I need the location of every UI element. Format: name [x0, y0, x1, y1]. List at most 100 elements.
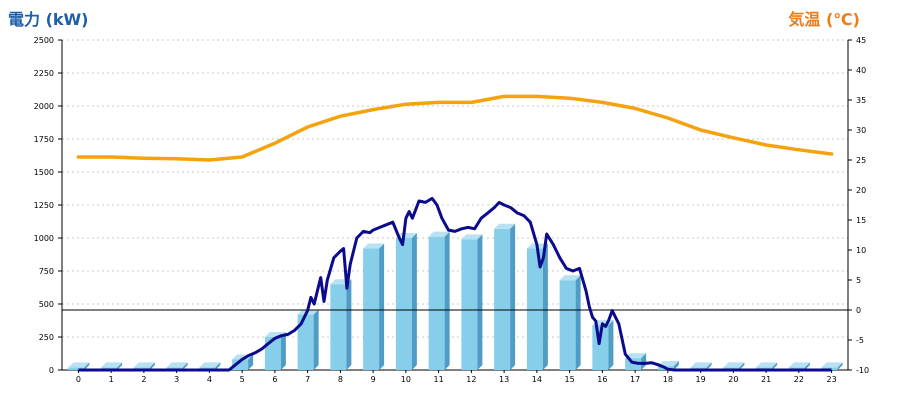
x-axis-tick-label: 10 [401, 375, 411, 384]
right-axis-tick-label: 30 [856, 126, 866, 135]
bar-top [395, 233, 417, 238]
left-axis-tick-label: 2000 [34, 102, 54, 111]
right-axis-tick-label: 0 [856, 306, 861, 315]
right-axis-tick-label: -5 [856, 336, 864, 345]
bar [526, 248, 543, 370]
left-axis-tick-label: 1500 [34, 168, 54, 177]
bar-side [804, 362, 810, 370]
temperature-line [76, 94, 834, 162]
x-axis-tick-label: 7 [305, 375, 310, 384]
right-axis-title: 気温 (℃) [788, 10, 860, 29]
x-axis-tick-label: 13 [499, 375, 509, 384]
bar [68, 367, 85, 370]
x-axis-tick-label: 5 [240, 375, 245, 384]
x-axis-tick-label: 23 [827, 375, 837, 384]
bar-top [133, 362, 155, 368]
bar-side [149, 362, 155, 370]
x-axis-tick-label: 16 [597, 375, 607, 384]
x-axis-tick-label: 20 [728, 375, 738, 384]
right-axis-tick-label: 25 [856, 156, 866, 165]
x-axis-tick-label: 12 [466, 375, 476, 384]
bar-top [199, 362, 221, 368]
left-axis-tick-label: 0 [49, 366, 54, 375]
bar [330, 284, 347, 370]
x-axis-tick-label: 17 [630, 375, 640, 384]
bar-top [788, 362, 810, 368]
right-axis-tick-label: 40 [856, 66, 866, 75]
power-line [78, 196, 832, 372]
right-axis-tick-label: -10 [856, 366, 869, 375]
bar-side [542, 243, 548, 370]
left-axis-tick-label: 500 [39, 300, 54, 309]
bar-side [477, 234, 483, 370]
right-axis-tick-label: 20 [856, 186, 866, 195]
x-axis-tick-label: 4 [207, 375, 212, 384]
bar-side [313, 309, 319, 370]
left-axis-tick-label: 1250 [34, 201, 54, 210]
x-axis-tick-label: 9 [371, 375, 376, 384]
bar-side [772, 362, 778, 370]
bar-side [837, 362, 843, 370]
bar-top [723, 362, 745, 368]
right-axis-tick-label: 10 [856, 246, 866, 255]
bar [592, 325, 609, 370]
bar [494, 228, 511, 370]
right-axis-tick-label: 15 [856, 216, 866, 225]
bar-top [363, 243, 385, 249]
bar-side [575, 275, 581, 370]
x-axis-tick-label: 3 [174, 375, 179, 384]
right-axis-tick-label: 45 [856, 36, 866, 45]
bar [559, 280, 576, 370]
bar-top [166, 362, 188, 368]
x-axis-tick-label: 1 [109, 375, 114, 384]
bar-side [280, 332, 286, 370]
x-axis-tick-label: 11 [434, 375, 444, 384]
bar-side [608, 320, 614, 370]
bar-side [444, 231, 450, 370]
bar [363, 248, 380, 370]
bar-side [379, 243, 385, 370]
bar [461, 239, 478, 370]
bar-top [559, 275, 581, 281]
bar-top [461, 234, 483, 240]
bar-side [411, 233, 417, 370]
bar-top [821, 362, 843, 368]
left-axis-tick-label: 1750 [34, 135, 54, 144]
bar-side [84, 362, 90, 370]
bar-side [248, 354, 254, 370]
left-axis-tick-label: 250 [39, 333, 54, 342]
x-axis-tick-label: 21 [761, 375, 771, 384]
bar [232, 359, 249, 370]
x-axis-tick-label: 0 [76, 375, 81, 384]
bar-side [739, 362, 745, 370]
left-axis-tick-label: 1000 [34, 234, 54, 243]
x-axis-tick-label: 2 [141, 375, 146, 384]
x-axis-tick-label: 19 [696, 375, 706, 384]
right-axis-tick-label: 35 [856, 96, 866, 105]
bar-top [756, 362, 778, 368]
bar-top [68, 362, 90, 368]
bar [264, 337, 281, 370]
bar-side [510, 223, 516, 370]
bar [297, 314, 314, 370]
x-axis-tick-label: 14 [532, 375, 542, 384]
bar-top [494, 223, 516, 229]
bar-side [706, 362, 712, 370]
bar-top [101, 362, 123, 368]
bar-side [346, 279, 352, 370]
left-axis-tick-label: 2500 [34, 36, 54, 45]
bar-side [215, 362, 221, 370]
bar-top [690, 362, 712, 368]
left-axis-tick-label: 2250 [34, 69, 54, 78]
bar-side [673, 361, 679, 370]
left-axis-title: 電力 (kW) [8, 10, 89, 29]
bar-top [428, 231, 450, 237]
bar-side [117, 362, 123, 370]
bar-side [182, 362, 188, 370]
right-axis-tick-label: 5 [856, 276, 861, 285]
bar [625, 358, 642, 370]
x-axis-tick-label: 15 [565, 375, 575, 384]
bar [428, 236, 445, 370]
